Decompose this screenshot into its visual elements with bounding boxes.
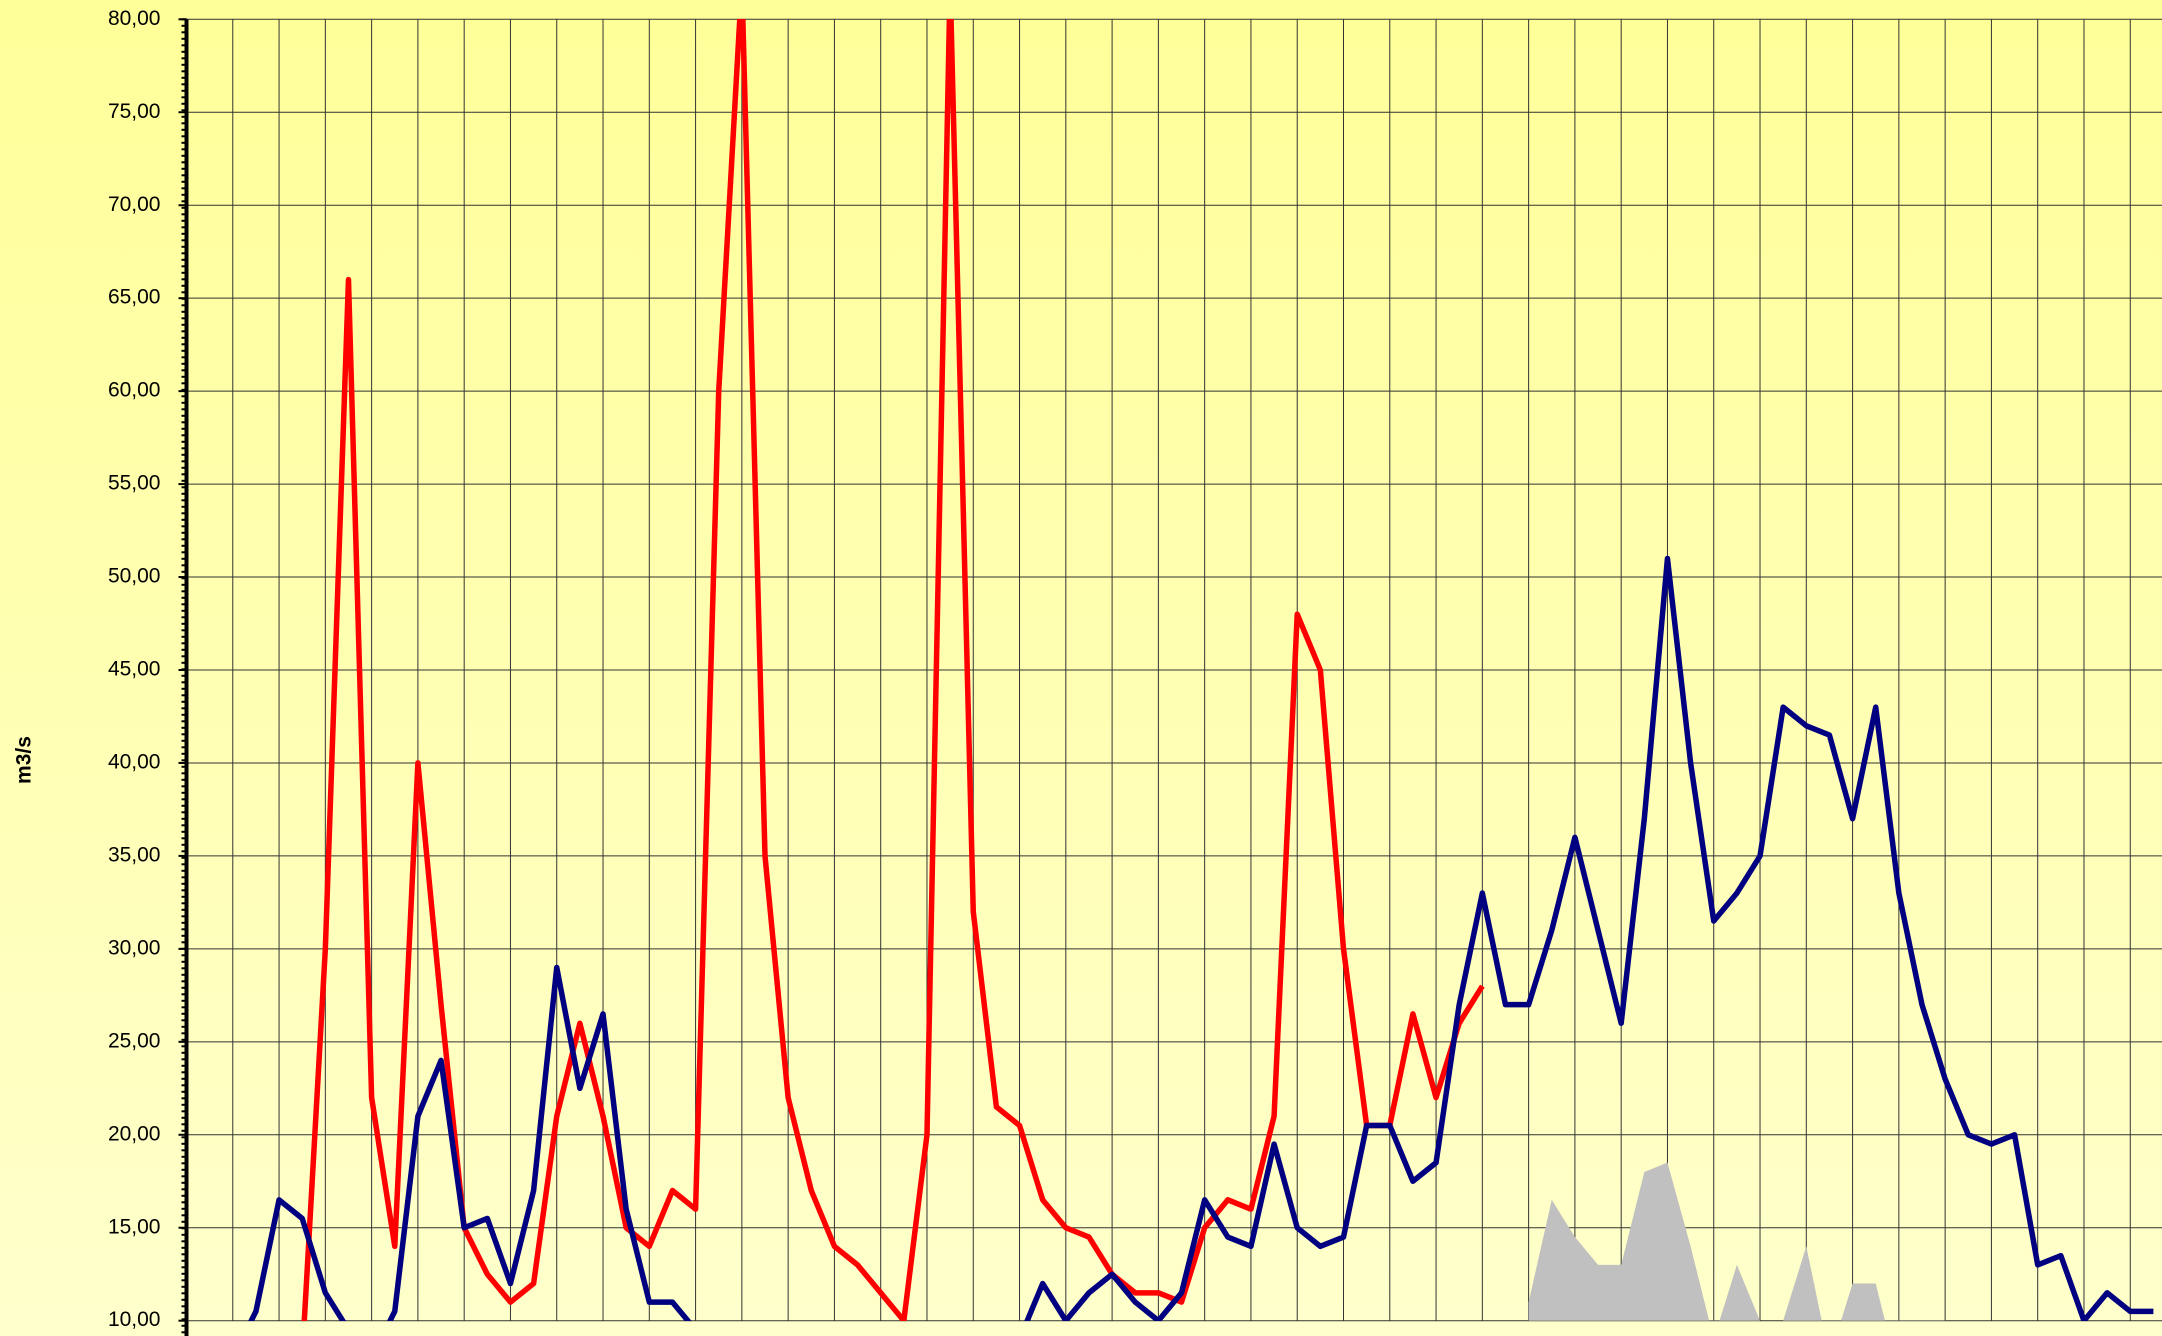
y-tick-label: 35,00 bbox=[108, 843, 161, 866]
area bbox=[1528, 1162, 1946, 1321]
y-tick-label: 30,00 bbox=[108, 936, 161, 959]
y-tick-label: 55,00 bbox=[108, 472, 161, 495]
y-axis-label: m3/s bbox=[13, 736, 36, 784]
plot-area bbox=[248, 19, 2154, 1321]
y-tick-label: 80,00 bbox=[108, 7, 161, 30]
y-tick-label: 60,00 bbox=[108, 379, 161, 402]
y-tick-label: 15,00 bbox=[108, 1215, 161, 1238]
y-tick-label: 70,00 bbox=[108, 193, 161, 216]
y-tick-label: 20,00 bbox=[108, 1122, 161, 1145]
line bbox=[301, 19, 1485, 1321]
y-tick-label: 25,00 bbox=[108, 1029, 161, 1052]
line bbox=[248, 555, 2154, 1321]
y-tick-label: 65,00 bbox=[108, 286, 161, 309]
y-tick-label: 10,00 bbox=[108, 1308, 161, 1331]
y-tick-label: 50,00 bbox=[108, 565, 161, 588]
y-tick-label: 75,00 bbox=[108, 100, 161, 123]
y-tick-label: 45,00 bbox=[108, 658, 161, 681]
y-tick-label: 40,00 bbox=[108, 751, 161, 774]
